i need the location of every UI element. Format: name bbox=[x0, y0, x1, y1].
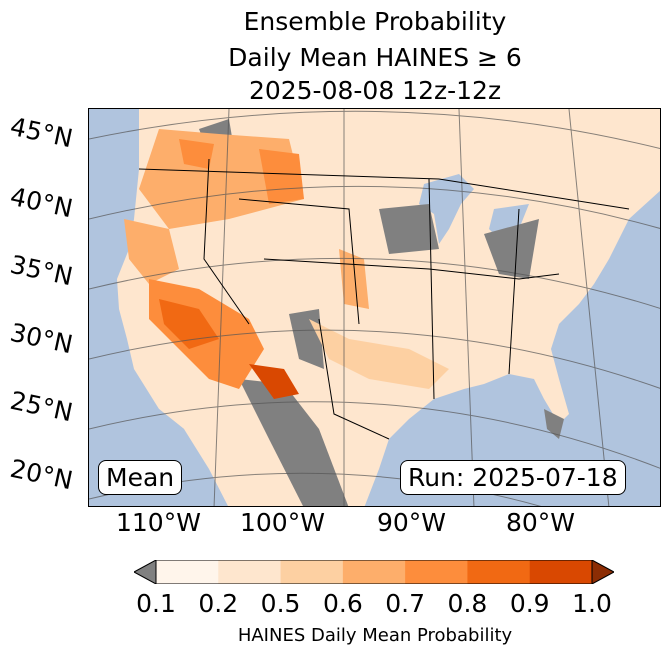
colorbar-segment bbox=[405, 560, 468, 584]
lat-label-30: 30°N bbox=[7, 317, 76, 360]
colorbar-over-arrow bbox=[591, 560, 614, 584]
colorbar-label: HAINES Daily Mean Probability bbox=[237, 625, 513, 646]
colorbar-outline bbox=[155, 560, 593, 584]
lat-label-35: 35°N bbox=[7, 249, 76, 292]
title-line-3: 2025-08-08 12z-12z bbox=[248, 76, 502, 105]
probability-areas bbox=[124, 129, 449, 399]
state-borders bbox=[138, 158, 630, 440]
colorbar-tick-label: 0.9 bbox=[509, 589, 550, 618]
lat-label-25: 25°N bbox=[7, 385, 76, 428]
colorbar-tick-label: 1.0 bbox=[572, 589, 612, 618]
lat-label-40: 40°N bbox=[7, 181, 76, 224]
lon-label-80: 80°W bbox=[506, 508, 576, 537]
lon-label-90: 90°W bbox=[377, 508, 447, 537]
colorbar-tick-label: 0.8 bbox=[447, 589, 488, 618]
colorbar-tick-label: 0.6 bbox=[322, 589, 363, 618]
colorbar-tick-label: 0.5 bbox=[260, 589, 301, 618]
lon-label-110: 110°W bbox=[116, 508, 201, 537]
colorbar-tick-label: 0.7 bbox=[385, 589, 426, 618]
mean-label: Mean bbox=[98, 460, 183, 495]
colorbar-tick-label: 0.1 bbox=[136, 589, 176, 618]
colorbar-segment bbox=[342, 560, 406, 584]
colorbar-segment bbox=[156, 560, 219, 584]
colorbar-segment bbox=[280, 560, 344, 584]
title-line-2: Daily Mean HAINES ≥ 6 bbox=[228, 43, 522, 72]
baja-gulf bbox=[159, 409, 199, 474]
lat-label-20: 20°N bbox=[7, 453, 76, 496]
great-lakes bbox=[419, 174, 529, 244]
colorbar bbox=[134, 560, 614, 584]
title-line-1: Ensemble Probability bbox=[243, 7, 507, 36]
colorbar-segment bbox=[467, 560, 531, 584]
colorbar-segment bbox=[218, 560, 282, 584]
run-label: Run: 2025-07-18 bbox=[400, 460, 626, 495]
lat-label-45: 45°N bbox=[7, 111, 76, 154]
probability-map: Mean Run: 2025-07-18 bbox=[88, 108, 661, 507]
colorbar-under-arrow bbox=[134, 560, 157, 584]
colorbar-tick-label: 0.2 bbox=[198, 589, 239, 618]
lon-label-100: 100°W bbox=[240, 508, 325, 537]
colorbar-segment bbox=[529, 560, 593, 584]
map-canvas bbox=[89, 109, 660, 506]
